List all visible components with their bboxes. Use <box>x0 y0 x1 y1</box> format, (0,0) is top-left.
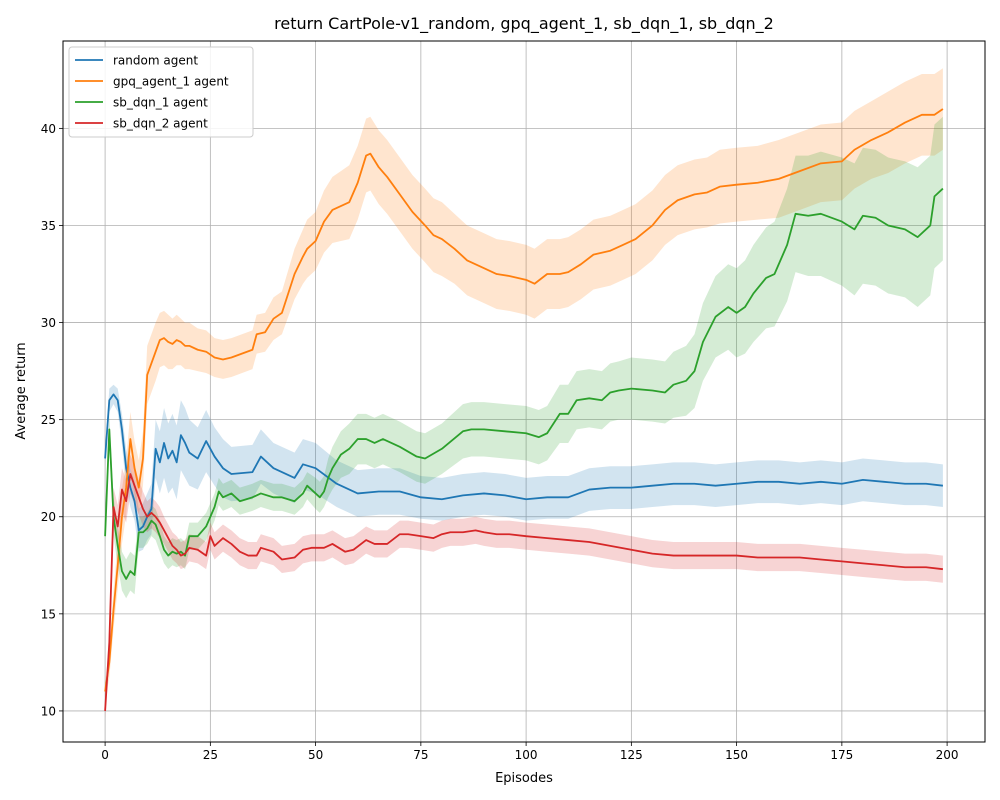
y-tick-label: 35 <box>41 219 56 233</box>
series-lines <box>104 108 944 711</box>
legend-label: gpq_agent_1 agent <box>113 75 229 89</box>
y-tick-label: 20 <box>41 510 56 524</box>
gpq-agent-1-agent-line <box>104 108 944 692</box>
sb-dqn-2-agent-line <box>104 473 944 711</box>
gpq-agent-1-agent-band <box>105 68 943 702</box>
x-tick-label: 125 <box>620 748 643 762</box>
plot-area <box>62 40 986 743</box>
legend-label: random agent <box>113 54 198 68</box>
x-tick-label: 25 <box>203 748 218 762</box>
y-tick-label: 25 <box>41 413 56 427</box>
legend: random agent gpq_agent_1 agent sb_dqn_1 ag… <box>68 46 254 138</box>
x-tick-label: 150 <box>725 748 748 762</box>
x-tick-label: 175 <box>830 748 853 762</box>
x-tick-label: 75 <box>413 748 428 762</box>
x-tick-label: 200 <box>936 748 959 762</box>
axes-frame <box>62 40 986 743</box>
y-tick-label: 15 <box>41 607 56 621</box>
y-tick-label: 10 <box>41 704 56 718</box>
legend-box <box>68 46 254 138</box>
y-tick-label: 40 <box>41 122 56 136</box>
x-tick-label: 100 <box>515 748 538 762</box>
axes-background <box>63 41 985 742</box>
x-axis: 0 25 50 75 100 125 150 175 200 <box>101 742 959 762</box>
x-tick-label: 50 <box>308 748 323 762</box>
grid <box>63 41 985 742</box>
y-axis: 10 15 20 25 30 35 40 <box>41 122 63 718</box>
x-tick-label: 0 <box>101 748 109 762</box>
chart-title: return CartPole-v1_random, gpq_agent_1, … <box>274 14 774 34</box>
sb-dqn-1-agent-line <box>104 187 944 580</box>
x-axis-label: Episodes <box>495 771 553 786</box>
legend-label: sb_dqn_2 agent <box>113 117 208 131</box>
y-tick-label: 30 <box>41 316 56 330</box>
sb-dqn-1-agent-band <box>105 116 943 599</box>
legend-label: sb_dqn_1 agent <box>113 96 208 110</box>
y-axis-label: Average return <box>14 342 29 439</box>
